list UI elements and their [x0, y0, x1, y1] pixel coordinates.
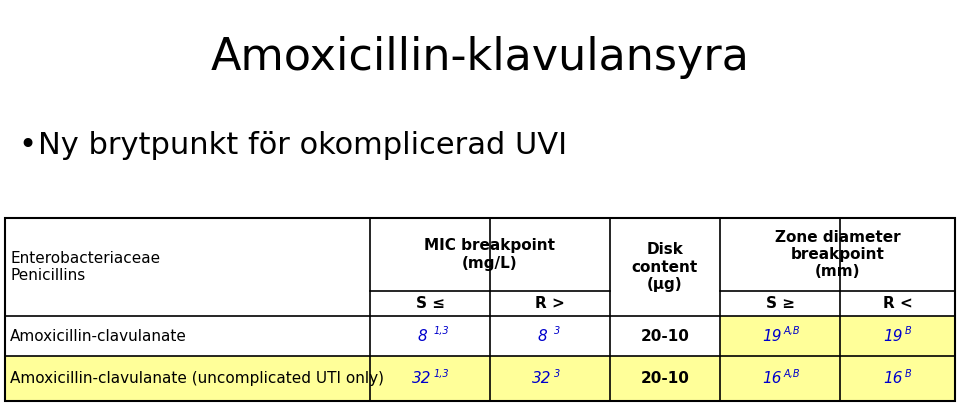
Text: 19: 19	[883, 328, 902, 344]
Text: 16: 16	[883, 371, 902, 386]
Text: Amoxicillin-klavulansyra: Amoxicillin-klavulansyra	[210, 36, 750, 79]
Text: S ≥: S ≥	[765, 296, 795, 311]
Text: Disk
content
(μg): Disk content (μg)	[632, 242, 698, 292]
Text: R >: R >	[535, 296, 564, 311]
Text: Amoxicillin-clavulanate (uncomplicated UTI only): Amoxicillin-clavulanate (uncomplicated U…	[10, 371, 384, 386]
Bar	[5, 218, 955, 291]
Text: 3: 3	[554, 326, 561, 336]
Text: B: B	[904, 369, 911, 379]
Text: 8: 8	[418, 328, 427, 344]
Text: 1,3: 1,3	[434, 369, 449, 379]
Text: 19: 19	[762, 328, 781, 344]
Text: R <: R <	[882, 296, 912, 311]
Text: 8: 8	[538, 328, 547, 344]
Bar	[720, 356, 955, 401]
Text: 3: 3	[554, 369, 561, 379]
Text: A,B: A,B	[784, 326, 801, 336]
Text: Amoxicillin-clavulanate: Amoxicillin-clavulanate	[10, 328, 187, 344]
Text: 32: 32	[532, 371, 552, 386]
Bar	[5, 291, 955, 316]
Text: A,B: A,B	[784, 369, 801, 379]
Bar	[720, 316, 955, 356]
Text: Enterobacteriaceae
Penicillins: Enterobacteriaceae Penicillins	[10, 251, 160, 283]
Bar	[5, 356, 955, 401]
Text: 20-10: 20-10	[640, 328, 689, 344]
Text: 32: 32	[412, 371, 432, 386]
Text: 1,3: 1,3	[434, 326, 449, 336]
Bar	[5, 218, 955, 401]
Text: •: •	[18, 131, 36, 160]
Text: 16: 16	[762, 371, 781, 386]
Bar	[5, 316, 955, 356]
Text: 20-10: 20-10	[640, 371, 689, 386]
Text: B: B	[904, 326, 911, 336]
Text: S ≤: S ≤	[416, 296, 444, 311]
Text: MIC breakpoint
(mg/L): MIC breakpoint (mg/L)	[424, 238, 556, 271]
Text: Zone diameter
breakpoint
(mm): Zone diameter breakpoint (mm)	[775, 230, 900, 279]
Text: Ny brytpunkt för okomplicerad UVI: Ny brytpunkt för okomplicerad UVI	[38, 131, 567, 160]
